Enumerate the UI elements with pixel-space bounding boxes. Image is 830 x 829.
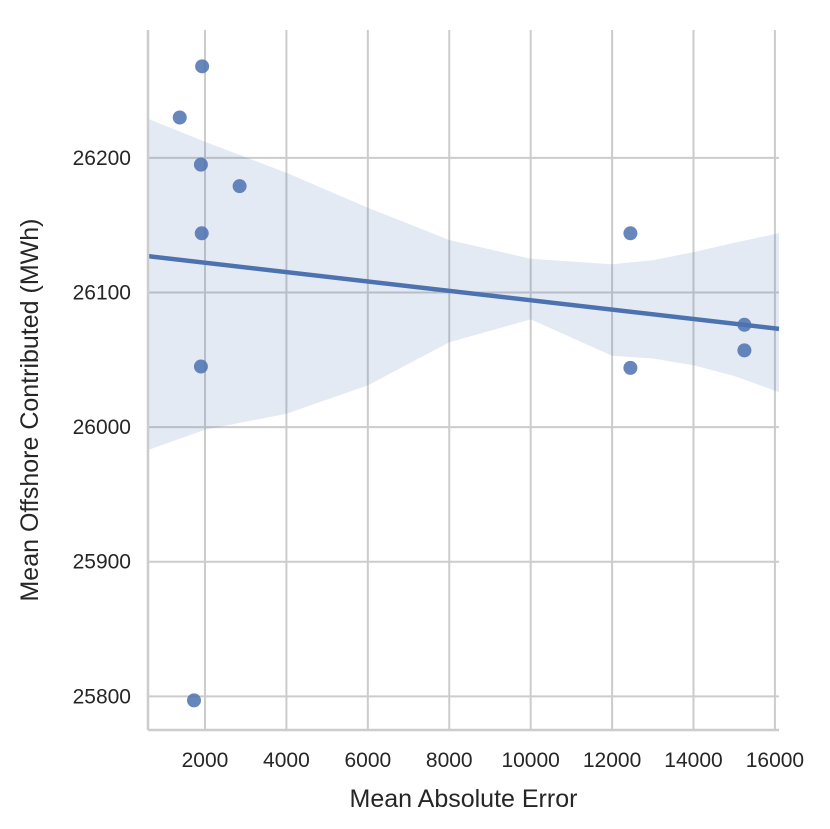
regression-line — [147, 253, 780, 332]
data-point — [737, 343, 752, 358]
y-tick-label: 25800 — [73, 685, 131, 708]
x-tick-label: 10000 — [501, 749, 559, 772]
x-tick-label: 14000 — [664, 749, 722, 772]
x-tick-labels: 2000 4000 6000 8000 10000 12000 14000 16000 — [182, 749, 804, 772]
y-tick-label: 26100 — [73, 282, 131, 305]
data-point — [193, 359, 208, 374]
data-point — [194, 226, 209, 241]
x-tick-label: 4000 — [263, 749, 310, 772]
data-point — [623, 360, 638, 375]
data-points — [172, 59, 752, 708]
data-point — [187, 693, 202, 708]
y-tick-label: 26200 — [73, 147, 131, 170]
y-tick-labels: 25800 25900 26000 26100 26200 — [73, 147, 131, 708]
data-point — [193, 157, 208, 172]
x-tick-label: 6000 — [344, 749, 391, 772]
y-axis-label: Mean Offshore Contributed (MWh) — [16, 218, 44, 601]
data-point — [623, 226, 638, 241]
x-tick-label: 12000 — [583, 749, 641, 772]
x-axis-label: Mean Absolute Error — [350, 785, 578, 813]
x-tick-label: 16000 — [746, 749, 804, 772]
data-point — [737, 317, 752, 332]
x-tick-label: 8000 — [426, 749, 473, 772]
x-tick-label: 2000 — [182, 749, 229, 772]
data-point — [232, 179, 247, 194]
data-point — [195, 59, 210, 74]
confidence-band — [148, 118, 779, 451]
y-tick-label: 26000 — [73, 416, 131, 439]
axes — [146, 30, 779, 732]
data-point — [172, 110, 187, 125]
y-tick-label: 25900 — [73, 551, 131, 574]
